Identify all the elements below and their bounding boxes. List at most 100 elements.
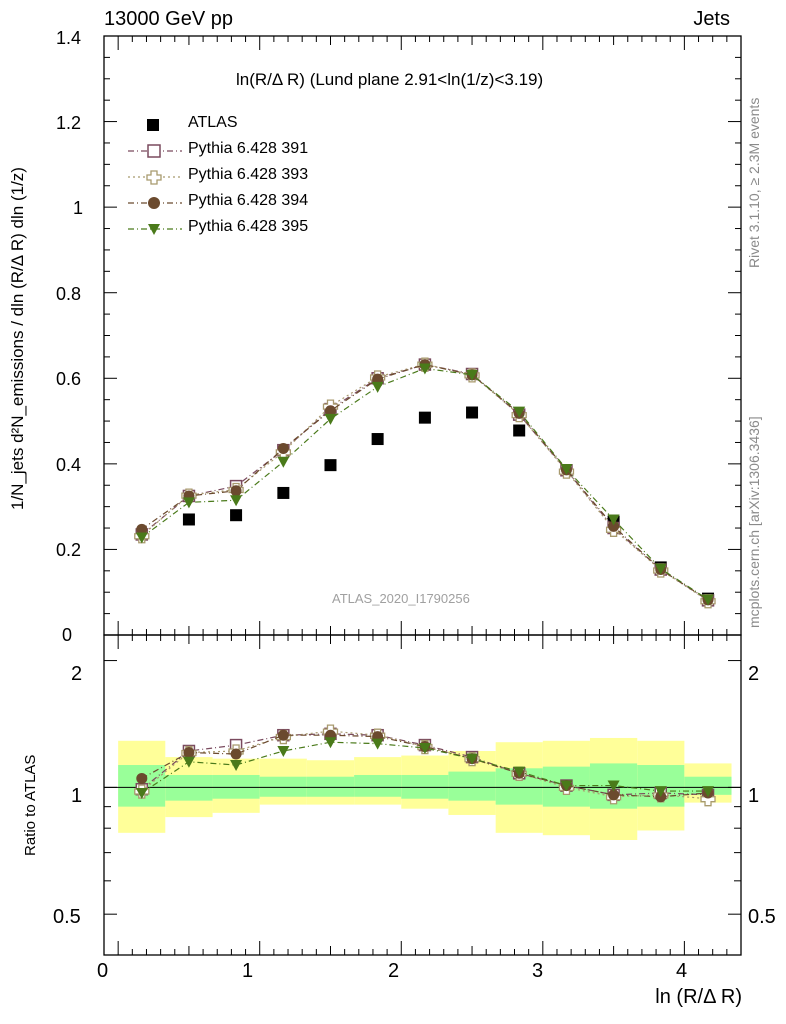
xtick-2: 2 (388, 960, 400, 982)
band-green (684, 776, 732, 795)
xtick-1: 1 (242, 960, 254, 982)
main-point-pythia-6-428-395 (607, 514, 620, 526)
legend-item-393: Pythia 6.428 393 (128, 164, 388, 190)
main-point-atlas (182, 513, 195, 526)
legend-marker-filled-circle (128, 197, 182, 209)
watermark: ATLAS_2020_I1790256 (332, 591, 470, 606)
main-point-pythia-6-428-395 (560, 463, 573, 475)
main-ytick-7: 1.4 (56, 28, 82, 48)
ratio-point-pythia-6-428-394 (608, 789, 620, 801)
header-left: 13000 GeV pp (104, 8, 233, 30)
ratio-ytick-left-1: 1 (71, 785, 83, 807)
main-point-atlas (230, 509, 243, 522)
main-line-pythia-6-428-393 (141, 363, 709, 602)
ratio-point-pythia-6-428-395 (466, 753, 479, 765)
ratio-point-pythia-6-428-395 (607, 780, 620, 792)
ratio-point-pythia-6-428-394 (183, 747, 195, 759)
legend-label-395: Pythia 6.428 395 (188, 218, 309, 235)
ratio-point-pythia-6-428-395 (135, 787, 148, 799)
ratio-ytick-right-1: 1 (748, 785, 760, 807)
main-point-pythia-6-428-394 (136, 523, 148, 535)
data-marks (134, 357, 716, 807)
ratio-point-pythia-6-428-395 (371, 738, 384, 750)
legend-marker-open-cross (128, 170, 182, 185)
ratio-plot-frame (103, 634, 742, 956)
legend-marker-filled-triangle (128, 224, 182, 235)
main-point-atlas (466, 406, 479, 419)
main-point-pythia-6-428-395 (418, 363, 431, 375)
legend-label-atlas: ATLAS (188, 114, 238, 131)
main-ytick-4: 0.8 (56, 284, 82, 304)
main-point-pythia-6-428-395 (230, 495, 243, 507)
band-green (448, 771, 496, 801)
ratio-point-pythia-6-428-395 (702, 786, 715, 798)
legend-item-395: Pythia 6.428 395 (128, 216, 388, 242)
ratio-point-pythia-6-428-395 (277, 745, 290, 757)
xtick-0: 0 (97, 960, 109, 982)
header-right: Jets (693, 8, 730, 30)
ratio-point-pythia-6-428-395 (182, 756, 195, 768)
main-point-pythia-6-428-395 (654, 563, 667, 575)
xtick-3: 3 (532, 960, 544, 982)
ratio-point-pythia-6-428-395 (324, 737, 337, 749)
main-point-pythia-6-428-395 (466, 369, 479, 381)
ratio-point-pythia-6-428-394 (277, 729, 289, 741)
ratio-point-pythia-6-428-395 (230, 760, 243, 772)
main-point-pythia-6-428-395 (702, 594, 715, 606)
legend-label-393: Pythia 6.428 393 (188, 166, 309, 183)
ratio-point-pythia-6-428-394 (136, 772, 148, 784)
main-ytick-3: 0.6 (56, 369, 82, 389)
y-axis-label-ratio: Ratio to ATLAS (22, 754, 39, 856)
main-ytick-6: 1.2 (56, 113, 82, 133)
main-point-atlas (513, 424, 526, 437)
main-point-pythia-6-428-395 (135, 532, 148, 544)
ratio-uncertainty-bands (118, 737, 732, 841)
legend-label-391: Pythia 6.428 391 (188, 140, 309, 157)
main-ytick-2: 0.4 (56, 455, 82, 475)
main-line-pythia-6-428-395 (141, 367, 709, 600)
main-point-pythia-6-428-394 (324, 405, 336, 417)
legend-marker-filled-square (147, 119, 159, 131)
legend-label-394: Pythia 6.428 394 (188, 192, 309, 209)
y-axis-label-main: 1/N_jets d²N_emissions / dln (R/Δ R) dln… (8, 167, 27, 510)
main-point-atlas (324, 459, 337, 472)
legend-item-391: Pythia 6.428 391 (128, 138, 388, 164)
ratio-ytick-right-2: 2 (748, 663, 760, 685)
ratio-point-pythia-6-428-395 (654, 786, 667, 798)
xtick-4: 4 (676, 960, 688, 982)
band-green (354, 774, 402, 797)
main-point-pythia-6-428-395 (277, 456, 290, 468)
legend-item-atlas: ATLAS (128, 112, 388, 138)
legend-marker-open-square (128, 144, 182, 158)
main-point-atlas (418, 411, 431, 424)
ratio-point-pythia-6-428-395 (418, 743, 431, 755)
main-ytick-1: 0.2 (56, 540, 82, 560)
main-point-pythia-6-428-395 (513, 406, 526, 418)
main-point-pythia-6-428-395 (371, 381, 384, 393)
main-ytick-0: 0 (62, 625, 73, 645)
main-point-pythia-6-428-395 (324, 413, 337, 425)
band-green (212, 774, 260, 799)
main-point-pythia-6-428-394 (230, 485, 242, 497)
ratio-ytick-left-2: 2 (71, 663, 83, 685)
main-point-atlas (277, 486, 290, 499)
ratio-point-pythia-6-428-395 (513, 766, 526, 778)
main-point-pythia-6-428-394 (608, 520, 620, 532)
band-green (259, 776, 307, 797)
ratio-point-pythia-6-428-394 (230, 748, 242, 760)
main-line-pythia-6-428-394 (141, 363, 709, 601)
mcplots-label: mcplots.cern.ch [arXiv:1306.3436] (746, 416, 762, 628)
x-axis-label: ln (R/Δ R) (655, 986, 742, 1008)
band-green (306, 776, 355, 797)
main-point-pythia-6-428-395 (182, 497, 195, 509)
legend-item-394: Pythia 6.428 394 (128, 190, 388, 216)
main-ytick-5: 1 (73, 198, 84, 218)
ratio-axes-box (103, 634, 742, 956)
rivet-label: Rivet 3.1.10, ≥ 2.3M events (746, 97, 762, 268)
legend: ATLAS Pythia 6.428 391 Pythia 6.428 393 … (128, 112, 388, 242)
main-point-pythia-6-428-394 (277, 442, 289, 454)
ratio-ytick-right-05: 0.5 (748, 906, 776, 928)
ratio-ytick-left-05: 0.5 (53, 906, 81, 928)
plot-title: ln(R/Δ R) (Lund plane 2.91<ln(1/z)<3.19) (236, 70, 544, 89)
main-point-atlas (371, 433, 384, 446)
